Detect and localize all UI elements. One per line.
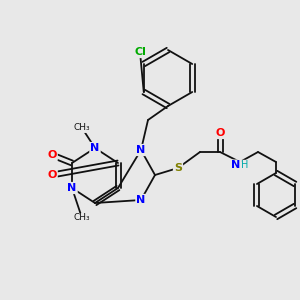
Text: N: N bbox=[136, 195, 146, 205]
Text: N: N bbox=[90, 143, 100, 153]
Text: N: N bbox=[231, 160, 241, 170]
Text: O: O bbox=[47, 150, 57, 160]
Text: N: N bbox=[68, 183, 76, 193]
Text: O: O bbox=[47, 170, 57, 180]
Text: O: O bbox=[215, 128, 225, 138]
Text: CH₃: CH₃ bbox=[74, 124, 90, 133]
Text: N: N bbox=[136, 145, 146, 155]
Text: Cl: Cl bbox=[134, 47, 146, 57]
Text: CH₃: CH₃ bbox=[74, 214, 90, 223]
Text: S: S bbox=[174, 163, 182, 173]
Text: H: H bbox=[241, 160, 249, 170]
